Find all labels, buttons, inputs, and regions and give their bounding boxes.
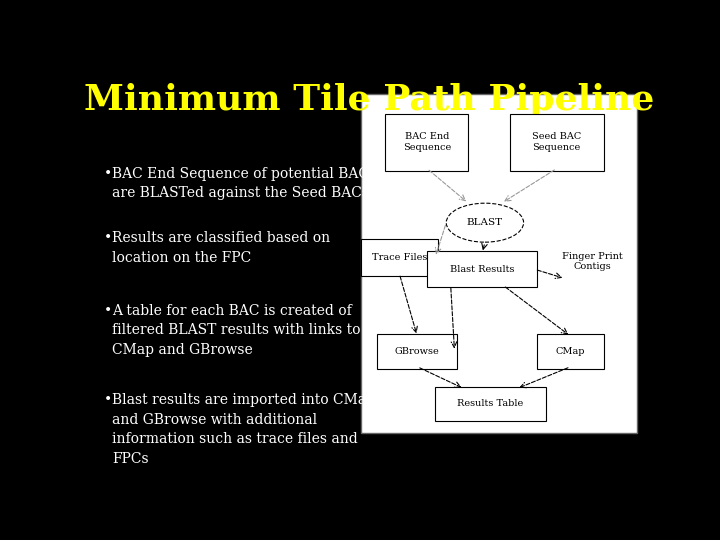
Text: CMap: CMap (556, 347, 585, 356)
FancyBboxPatch shape (537, 334, 604, 369)
Text: •: • (104, 393, 112, 407)
Text: BAC End
Sequence: BAC End Sequence (402, 132, 451, 152)
Text: A table for each BAC is created of
filtered BLAST results with links to
CMap and: A table for each BAC is created of filte… (112, 304, 361, 357)
Text: Minimum Tile Path Pipeline: Minimum Tile Path Pipeline (84, 83, 654, 117)
Text: •: • (104, 167, 112, 181)
Text: Blast results are imported into CMap
and GBrowse with additional
information suc: Blast results are imported into CMap and… (112, 393, 375, 466)
Text: Seed BAC
Sequence: Seed BAC Sequence (532, 132, 581, 152)
Ellipse shape (446, 203, 523, 242)
FancyBboxPatch shape (427, 251, 537, 287)
FancyBboxPatch shape (361, 239, 438, 275)
Text: Finger Print
Contigs: Finger Print Contigs (562, 252, 623, 272)
Text: BAC End Sequence of potential BACs
are BLASTed against the Seed BACs: BAC End Sequence of potential BACs are B… (112, 167, 377, 200)
FancyBboxPatch shape (435, 387, 546, 421)
Text: •: • (104, 304, 112, 318)
Text: BLAST: BLAST (467, 218, 503, 227)
Text: Blast Results: Blast Results (450, 265, 514, 274)
FancyBboxPatch shape (377, 334, 457, 369)
FancyBboxPatch shape (510, 114, 604, 171)
Text: •: • (104, 231, 112, 245)
FancyBboxPatch shape (385, 114, 469, 171)
Text: GBrowse: GBrowse (395, 347, 440, 356)
Text: Results are classified based on
location on the FPC: Results are classified based on location… (112, 231, 330, 265)
Text: Results Table: Results Table (457, 400, 523, 408)
Text: Trace Files: Trace Files (372, 253, 427, 262)
FancyBboxPatch shape (361, 94, 637, 433)
